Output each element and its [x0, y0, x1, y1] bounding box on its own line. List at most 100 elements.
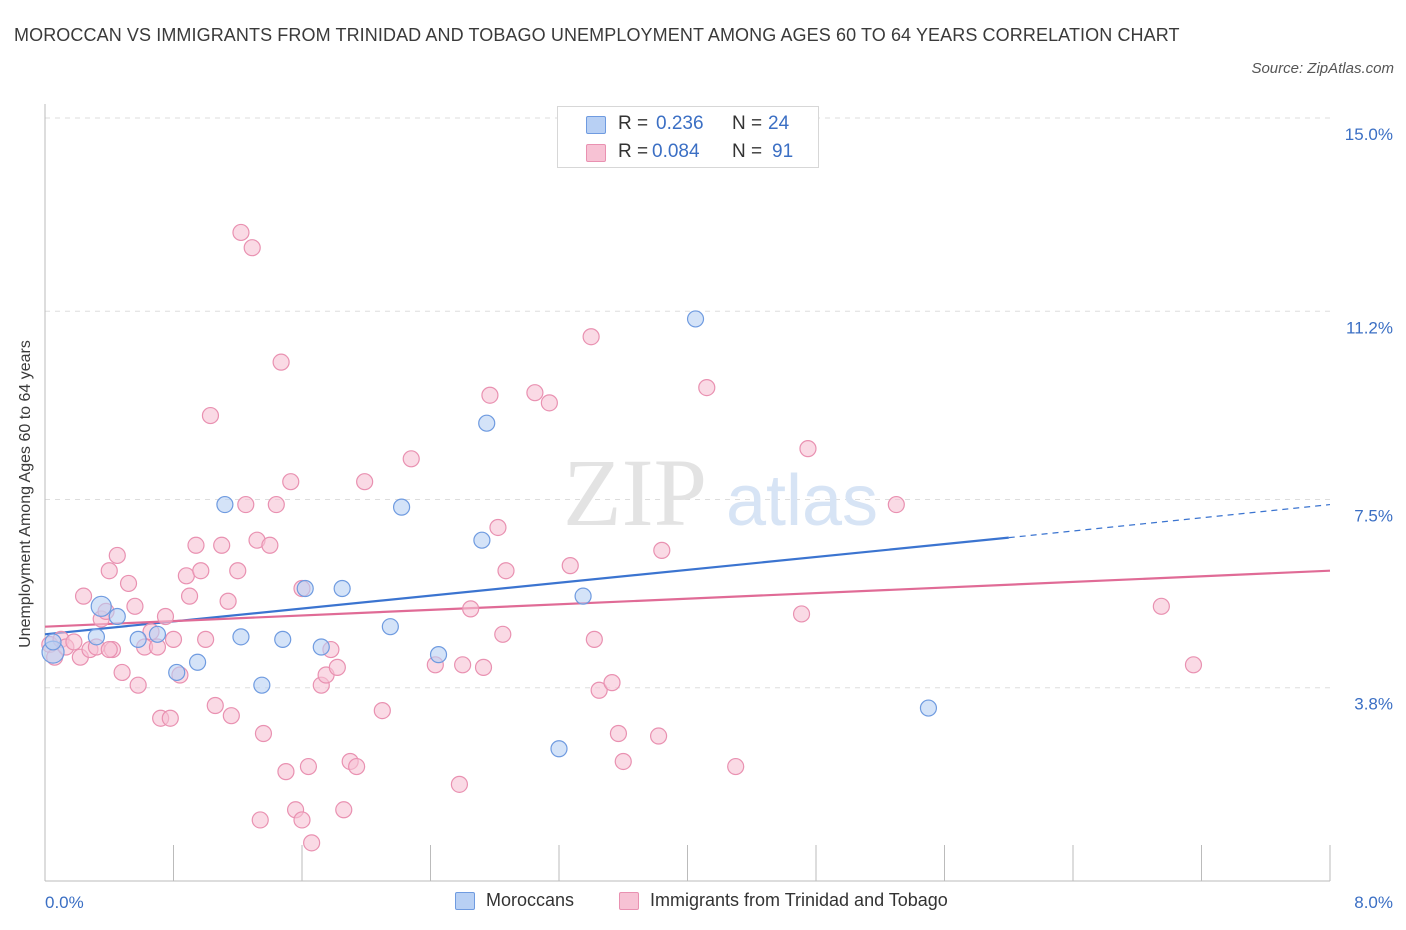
point-moroccans — [90, 595, 112, 617]
watermark: ZIP atlas — [563, 439, 878, 546]
point-moroccans — [478, 414, 496, 432]
tick-labels: 3.8% 7.5% 11.2% 15.0% 0.0% 8.0% — [45, 125, 1393, 912]
point-moroccans — [108, 607, 126, 626]
point-trinidad — [74, 587, 93, 605]
legend-r-label: R = — [618, 113, 649, 134]
legend-swatch-pink — [619, 892, 639, 910]
legend-r-value: 0.236 — [656, 113, 704, 134]
legend-n-value: 91 — [772, 141, 794, 162]
legend-label-trinidad: Immigrants from Trinidad and Tobago — [650, 890, 948, 910]
watermark-atlas: atlas — [726, 461, 878, 541]
point-trinidad — [497, 562, 515, 580]
point-trinidad — [603, 674, 621, 692]
point-trinidad — [481, 386, 499, 404]
point-trinidad — [113, 663, 131, 682]
point-trinidad — [540, 394, 558, 412]
point-trinidad — [126, 597, 144, 615]
point-trinidad — [129, 676, 147, 694]
point-trinidad — [727, 757, 745, 776]
legend-n-value: 24 — [768, 113, 790, 134]
point-trinidad — [609, 724, 628, 743]
point-trinidad — [494, 625, 512, 643]
point-trinidad — [356, 473, 374, 491]
point-trinidad — [222, 707, 240, 725]
point-moroccans — [686, 310, 705, 328]
grid-lines — [45, 117, 1330, 689]
legend-n-label: N = — [732, 113, 763, 134]
point-trinidad — [206, 696, 224, 715]
y-axis-label: Unemployment Among Ages 60 to 64 years — [17, 340, 34, 648]
point-trinidad — [243, 239, 261, 257]
point-moroccans — [919, 699, 938, 717]
point-trinidad — [653, 541, 671, 559]
point-moroccans — [333, 579, 351, 598]
point-moroccans — [148, 625, 167, 643]
legend-n-label: N = — [732, 141, 763, 162]
point-trinidad — [450, 775, 469, 793]
x-tick-label: 8.0% — [1354, 893, 1393, 912]
legend-swatch-pink — [586, 144, 606, 162]
point-trinidad — [335, 801, 353, 819]
watermark-zip: ZIP — [563, 439, 707, 546]
point-trinidad — [277, 763, 295, 781]
point-trinidad — [582, 328, 600, 346]
point-trinidad — [585, 630, 603, 648]
point-trinidad — [303, 834, 321, 852]
point-trinidad — [65, 633, 83, 651]
point-trinidad — [108, 546, 126, 565]
point-moroccans — [188, 653, 207, 671]
legend-swatch-blue — [455, 892, 475, 910]
series-legend: Moroccans Immigrants from Trinidad and T… — [0, 890, 1406, 916]
point-moroccans — [312, 638, 330, 656]
point-moroccans — [550, 740, 568, 758]
point-moroccans — [129, 630, 147, 648]
point-moroccans — [473, 531, 491, 549]
point-moroccans — [168, 663, 186, 682]
data-points — [41, 223, 1203, 852]
point-trinidad — [177, 567, 195, 585]
x-tick-label: 0.0% — [45, 893, 84, 912]
point-moroccans — [381, 618, 399, 636]
point-moroccans — [44, 633, 62, 651]
chart-title: MOROCCAN VS IMMIGRANTS FROM TRINIDAD AND… — [14, 25, 1180, 45]
point-trinidad — [180, 587, 199, 605]
legend-r-value: 0.084 — [652, 141, 700, 162]
point-trinidad — [187, 536, 205, 554]
point-trinidad — [251, 811, 269, 829]
source-label: Source: ZipAtlas.com — [1251, 60, 1394, 77]
point-trinidad — [1152, 597, 1170, 615]
point-trinidad — [328, 658, 346, 676]
trend-line-moroccans — [44, 536, 1009, 636]
point-trinidad — [299, 757, 318, 776]
point-trinidad — [348, 757, 366, 776]
point-trinidad — [373, 701, 391, 720]
y-tick-label: 11.2% — [1346, 318, 1393, 337]
point-trinidad — [100, 562, 118, 580]
point-trinidad — [197, 630, 215, 648]
point-trinidad — [614, 752, 632, 771]
point-trinidad — [282, 473, 300, 491]
point-trinidad — [100, 640, 118, 659]
point-trinidad — [649, 727, 668, 745]
legend-r-label: R = — [618, 141, 649, 162]
point-trinidad — [792, 605, 811, 623]
point-trinidad — [526, 384, 544, 402]
point-trinidad — [1184, 656, 1203, 674]
point-moroccans — [253, 676, 271, 694]
point-trinidad — [402, 450, 420, 468]
point-trinidad — [161, 709, 179, 727]
point-trinidad — [293, 811, 311, 829]
point-moroccans — [296, 579, 314, 598]
point-trinidad — [232, 223, 250, 242]
trend-line-trinidad — [44, 569, 1331, 628]
point-trinidad — [192, 562, 210, 580]
point-moroccans — [392, 498, 411, 516]
point-trinidad — [119, 574, 138, 593]
point-trinidad — [799, 440, 817, 458]
point-trinidad — [164, 630, 183, 648]
point-trinidad — [254, 724, 273, 743]
point-moroccans — [87, 628, 106, 646]
y-tick-label: 7.5% — [1354, 507, 1393, 526]
point-trinidad — [261, 536, 279, 554]
